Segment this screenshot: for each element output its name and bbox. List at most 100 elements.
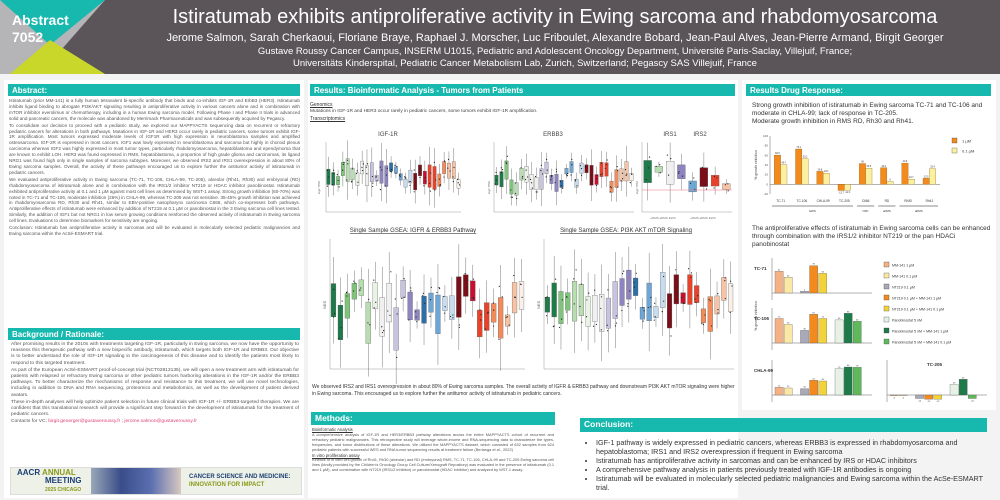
data-label: 82 <box>812 312 815 314</box>
box <box>384 165 389 187</box>
box <box>477 309 483 338</box>
data-label: 10.7 <box>909 176 914 179</box>
box <box>653 306 659 318</box>
box <box>574 178 579 188</box>
box <box>372 282 378 309</box>
data-point <box>487 312 489 314</box>
x-tick-label: C666 <box>862 199 870 203</box>
box <box>592 295 598 322</box>
email-link[interactable]: birgit.geoerger@gustaveroussy.fr <box>48 419 121 425</box>
legend-label: NT219 0.1 µM + MM-141 0.1 µM <box>892 308 944 312</box>
box <box>619 278 625 306</box>
legend-label: Panobinostat 5 nM + MM-141 1 µM <box>892 330 948 334</box>
data-point <box>689 182 692 184</box>
data-label: 12.5 <box>924 175 929 178</box>
poster-title: Istiratumab exhibits antiproliferative a… <box>172 6 938 28</box>
data-point <box>389 314 391 316</box>
left-column <box>4 80 304 498</box>
data-point <box>586 299 588 301</box>
data-point <box>724 277 726 279</box>
box <box>484 302 490 331</box>
bar <box>898 394 908 396</box>
data-point <box>332 184 334 186</box>
data-point <box>457 312 459 315</box>
data-point <box>601 173 603 175</box>
data-point <box>687 268 690 270</box>
x-tick-label: Rh41 <box>926 199 934 203</box>
data-point <box>625 174 627 176</box>
box <box>427 164 432 188</box>
box <box>694 285 700 303</box>
data-point <box>724 279 726 282</box>
data-label: -10 <box>971 401 975 403</box>
conclusion-list: IGF-1 pathway is widely expressed in ped… <box>582 438 987 492</box>
legend-swatch <box>951 147 958 154</box>
data-point <box>623 270 625 272</box>
data-point <box>610 187 612 189</box>
group-label: EWS <box>809 209 816 213</box>
data-point <box>546 296 548 298</box>
data-point <box>447 158 450 160</box>
data-point <box>379 166 381 168</box>
bar <box>816 171 824 185</box>
data-point <box>452 180 454 183</box>
data-point <box>429 172 432 174</box>
box <box>677 164 686 179</box>
data-label: -12 <box>927 401 931 403</box>
box <box>728 283 734 312</box>
background-body: After promising results in the 2010s wit… <box>11 342 299 425</box>
data-point <box>675 290 678 293</box>
data-point <box>606 324 608 326</box>
box <box>351 283 357 300</box>
abstract-badge: Abstract 7052 <box>12 12 69 45</box>
data-point <box>709 300 711 302</box>
box <box>350 167 355 180</box>
box <box>330 283 337 317</box>
box <box>505 314 511 327</box>
bar <box>783 277 793 294</box>
data-point <box>484 328 486 330</box>
bar <box>783 387 793 396</box>
box <box>456 276 462 318</box>
data-point <box>717 312 719 314</box>
bar <box>801 158 809 185</box>
box <box>565 292 571 311</box>
data-point <box>401 297 403 300</box>
data-point <box>438 287 440 289</box>
box <box>699 167 708 187</box>
bioinfo-summary: We observed IRS2 and IRS1 overexpression… <box>312 384 735 397</box>
data-point <box>410 290 412 292</box>
data-point <box>580 174 583 176</box>
data-point <box>677 287 679 289</box>
box <box>403 178 408 188</box>
data-point <box>703 184 705 186</box>
bar <box>843 366 853 396</box>
data-point <box>434 189 436 191</box>
data-point <box>655 165 657 167</box>
data-point <box>473 297 475 300</box>
data-point <box>590 175 593 177</box>
panel-title-igf1r: IGF-1R <box>378 132 398 138</box>
bar <box>865 167 873 185</box>
box <box>386 282 392 323</box>
bar <box>924 394 933 400</box>
bar <box>929 168 936 185</box>
methods-heading: Methods: <box>311 412 555 425</box>
methods-body: Bioinformatic Analysis A comprehensive an… <box>312 427 554 473</box>
group-label: eRMS <box>883 209 891 213</box>
data-point <box>662 275 665 278</box>
data-label: 43.9 <box>903 160 908 163</box>
data-point <box>361 169 364 172</box>
panel-label: CHLA-99 <box>754 368 773 373</box>
data-point <box>546 169 548 171</box>
bar <box>774 154 781 185</box>
bar <box>837 184 845 191</box>
email-link[interactable]: jerome.salmon@gustaveroussy.fr <box>124 419 197 425</box>
data-point <box>333 312 336 315</box>
data-point <box>424 176 426 179</box>
box <box>389 162 393 172</box>
data-label: 66 <box>838 318 841 320</box>
data-point <box>501 169 504 171</box>
data-label: 62 <box>778 269 781 271</box>
banner-image <box>91 468 181 494</box>
